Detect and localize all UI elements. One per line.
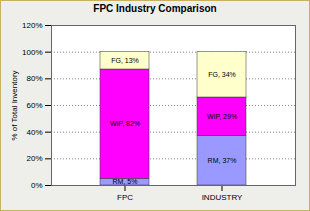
html-text:FPC Industry Comparison: FPC Industry Comparison bbox=[93, 3, 217, 14]
svg-text:100%: 100% bbox=[22, 48, 42, 57]
svg-text:WIP, 82%: WIP, 82% bbox=[110, 120, 140, 127]
svg-text:RM, 37%: RM, 37% bbox=[208, 157, 237, 164]
svg-text:80%: 80% bbox=[26, 74, 42, 83]
svg-text:INDUSTRY: INDUSTRY bbox=[202, 193, 243, 202]
svg-text:40%: 40% bbox=[26, 128, 42, 137]
svg-text:FG, 13%: FG, 13% bbox=[111, 57, 139, 64]
svg-text:20%: 20% bbox=[26, 154, 42, 163]
svg-text:120%: 120% bbox=[22, 21, 42, 30]
svg-text:0%: 0% bbox=[31, 181, 43, 190]
svg-text:WIP, 29%: WIP, 29% bbox=[207, 113, 237, 120]
svg-text:FPC: FPC bbox=[117, 193, 133, 202]
svg-text:% of Total Inventory: % of Total Inventory bbox=[10, 70, 19, 140]
svg-text:FG, 34%: FG, 34% bbox=[208, 71, 236, 78]
svg-text:60%: 60% bbox=[26, 101, 42, 110]
svg-text:RM, 5%: RM, 5% bbox=[113, 178, 138, 185]
